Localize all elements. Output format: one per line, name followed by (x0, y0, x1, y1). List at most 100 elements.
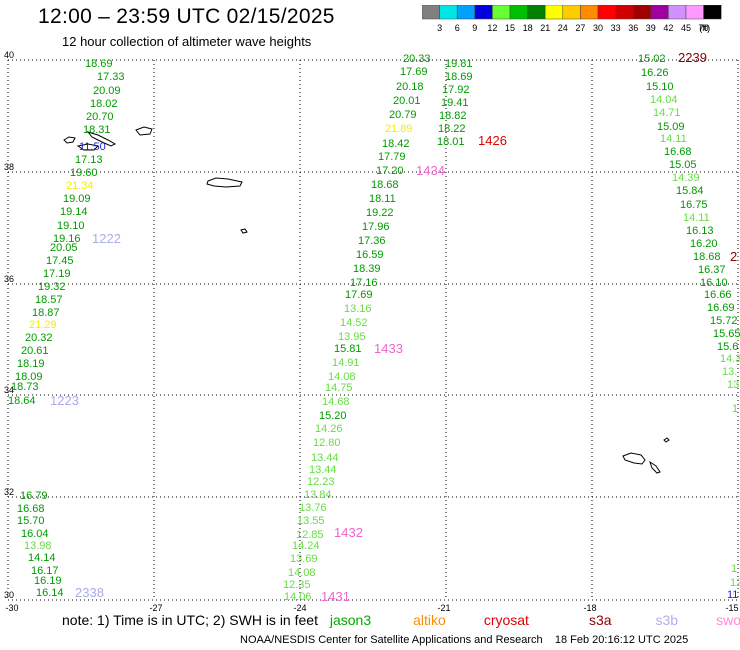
colorbar-swatch (615, 5, 634, 20)
colorbar-swatch (492, 5, 511, 20)
colorbar-swatch (580, 5, 599, 20)
wave-height-label: 16.68 (17, 503, 45, 515)
pass-time-label: 1426 (478, 133, 507, 148)
wave-height-label: 16.17 (31, 565, 59, 577)
wave-height-label: 18.73 (11, 381, 39, 393)
satellite-legend-s3b: s3b (655, 612, 679, 628)
wave-height-label: 17.96 (362, 221, 390, 233)
latitude-label: 32 (4, 487, 14, 497)
wave-height-label: 13. (722, 366, 737, 378)
map-title: 12:00 – 23:59 UTC 02/15/2025 (38, 5, 335, 28)
satellite-legend-jason3: jason3 (329, 612, 372, 628)
colorbar-label: 6 (455, 23, 460, 33)
wave-height-label: 17.13 (75, 154, 103, 166)
wave-height-label: 19.60 (70, 167, 98, 179)
island-outline (63, 136, 76, 144)
wave-height-label: 14.52 (340, 317, 368, 329)
wave-height-label: 13.84 (304, 489, 332, 501)
colorbar-swatch (632, 5, 652, 20)
colorbar-swatch (668, 5, 687, 20)
wave-height-label: 19.32 (38, 281, 66, 293)
wave-height-label: 14.08 (328, 371, 356, 383)
wave-height-label: 18.69 (445, 71, 473, 83)
wave-height-label: 18.01 (437, 136, 465, 148)
wave-height-label: 17.92 (442, 84, 470, 96)
pass-time-label: 1434 (416, 163, 445, 178)
colorbar-swatch (509, 5, 528, 20)
wave-height-label: 18.64 (8, 395, 36, 407)
satellite-legend-altiko: altiko (413, 612, 446, 628)
colorbar-swatch (544, 5, 564, 20)
wave-height-label: 11 (727, 589, 738, 601)
wave-height-label: 14.11 (660, 133, 687, 145)
colorbar-label: 39 (646, 23, 656, 33)
wave-height-label: 14.24 (292, 540, 320, 552)
wave-height-label: 16.10 (700, 277, 728, 289)
wave-height-label: 20.70 (86, 111, 114, 123)
wave-height-label: 19.22 (366, 207, 394, 219)
wave-height-label: 11.50 (79, 141, 106, 153)
wave-height-label: 16.75 (680, 199, 708, 211)
wave-height-label: 15.05 (669, 159, 697, 171)
wave-height-label: 13.44 (311, 452, 339, 464)
pass-time-label: 2 (730, 249, 737, 264)
wave-height-label: 17.79 (378, 151, 406, 163)
colorbar-label: 18 (523, 23, 533, 33)
wave-height-label: 15.84 (676, 185, 704, 197)
wave-height-label: 16.66 (704, 289, 732, 301)
wave-height-label: 17.36 (358, 235, 386, 247)
wave-height-label: 20.32 (25, 332, 53, 344)
latitude-label: 34 (4, 385, 14, 395)
wave-height-label: 15.65 (713, 328, 740, 340)
wave-height-label: 21.29 (29, 319, 57, 331)
wave-height-label: 16.04 (21, 528, 49, 540)
wave-height-label: 17.16 (350, 277, 378, 289)
wave-height-label: 15.02 (638, 53, 666, 65)
wave-height-label: 13.69 (290, 553, 318, 565)
satellite-legend-cryosat: cryosat (483, 612, 529, 628)
wave-height-label: 16.13 (686, 225, 714, 237)
colorbar-swatch (562, 5, 581, 20)
wave-height-label: 20.09 (93, 85, 121, 97)
wave-height-label: 1 (731, 563, 737, 575)
wave-height-label: 15.81 (334, 343, 362, 355)
wave-height-label: 19.81 (445, 58, 473, 70)
pass-time-label: 1431 (321, 589, 350, 604)
wave-height-label: 18.42 (382, 138, 410, 150)
wave-height-label: 17.19 (43, 268, 71, 280)
pass-time-label: 1222 (92, 231, 121, 246)
colorbar-swatch (422, 5, 440, 20)
wave-height-label: 16.20 (690, 238, 718, 250)
colorbar-label: 15 (505, 23, 515, 33)
pass-time-label: 2239 (678, 50, 707, 65)
island-outline (622, 452, 646, 465)
wave-height-label: 12.23 (307, 476, 335, 488)
wave-height-label: 18.39 (353, 263, 381, 275)
colorbar-label: 36 (628, 23, 638, 33)
wave-height-label: 13 (727, 379, 739, 391)
wave-height-label: 12.85 (296, 529, 324, 541)
latitude-label: 36 (4, 274, 14, 284)
wave-height-label: 20.61 (21, 345, 49, 357)
wave-height-label: 20.01 (393, 95, 421, 107)
colorbar-swatch (685, 5, 704, 20)
wave-height-label: 20.33 (403, 53, 431, 65)
wave-height-label: 15.10 (646, 81, 674, 93)
colorbar-label: 3 (437, 23, 442, 33)
colorbar-label: 9 (472, 23, 477, 33)
wave-height-label: 12 (730, 577, 740, 589)
island-outline (76, 143, 100, 151)
map-subtitle: 12 hour collection of altimeter wave hei… (62, 34, 312, 49)
wave-height-label: 14.04 (650, 94, 678, 106)
wave-height-label: 14.75 (325, 382, 353, 394)
wave-height-label: 17.33 (97, 71, 125, 83)
wave-height-label: 19.09 (63, 193, 91, 205)
wave-height-label: 13.16 (344, 303, 372, 315)
pass-time-label: 1433 (374, 341, 403, 356)
colorbar-label: 45 (681, 23, 691, 33)
wave-height-label: 15.6 (717, 341, 738, 353)
wave-height-label: 16.26 (641, 67, 669, 79)
wave-height-label: 21.34 (66, 180, 94, 192)
wave-height-label: 18.11 (369, 193, 396, 205)
